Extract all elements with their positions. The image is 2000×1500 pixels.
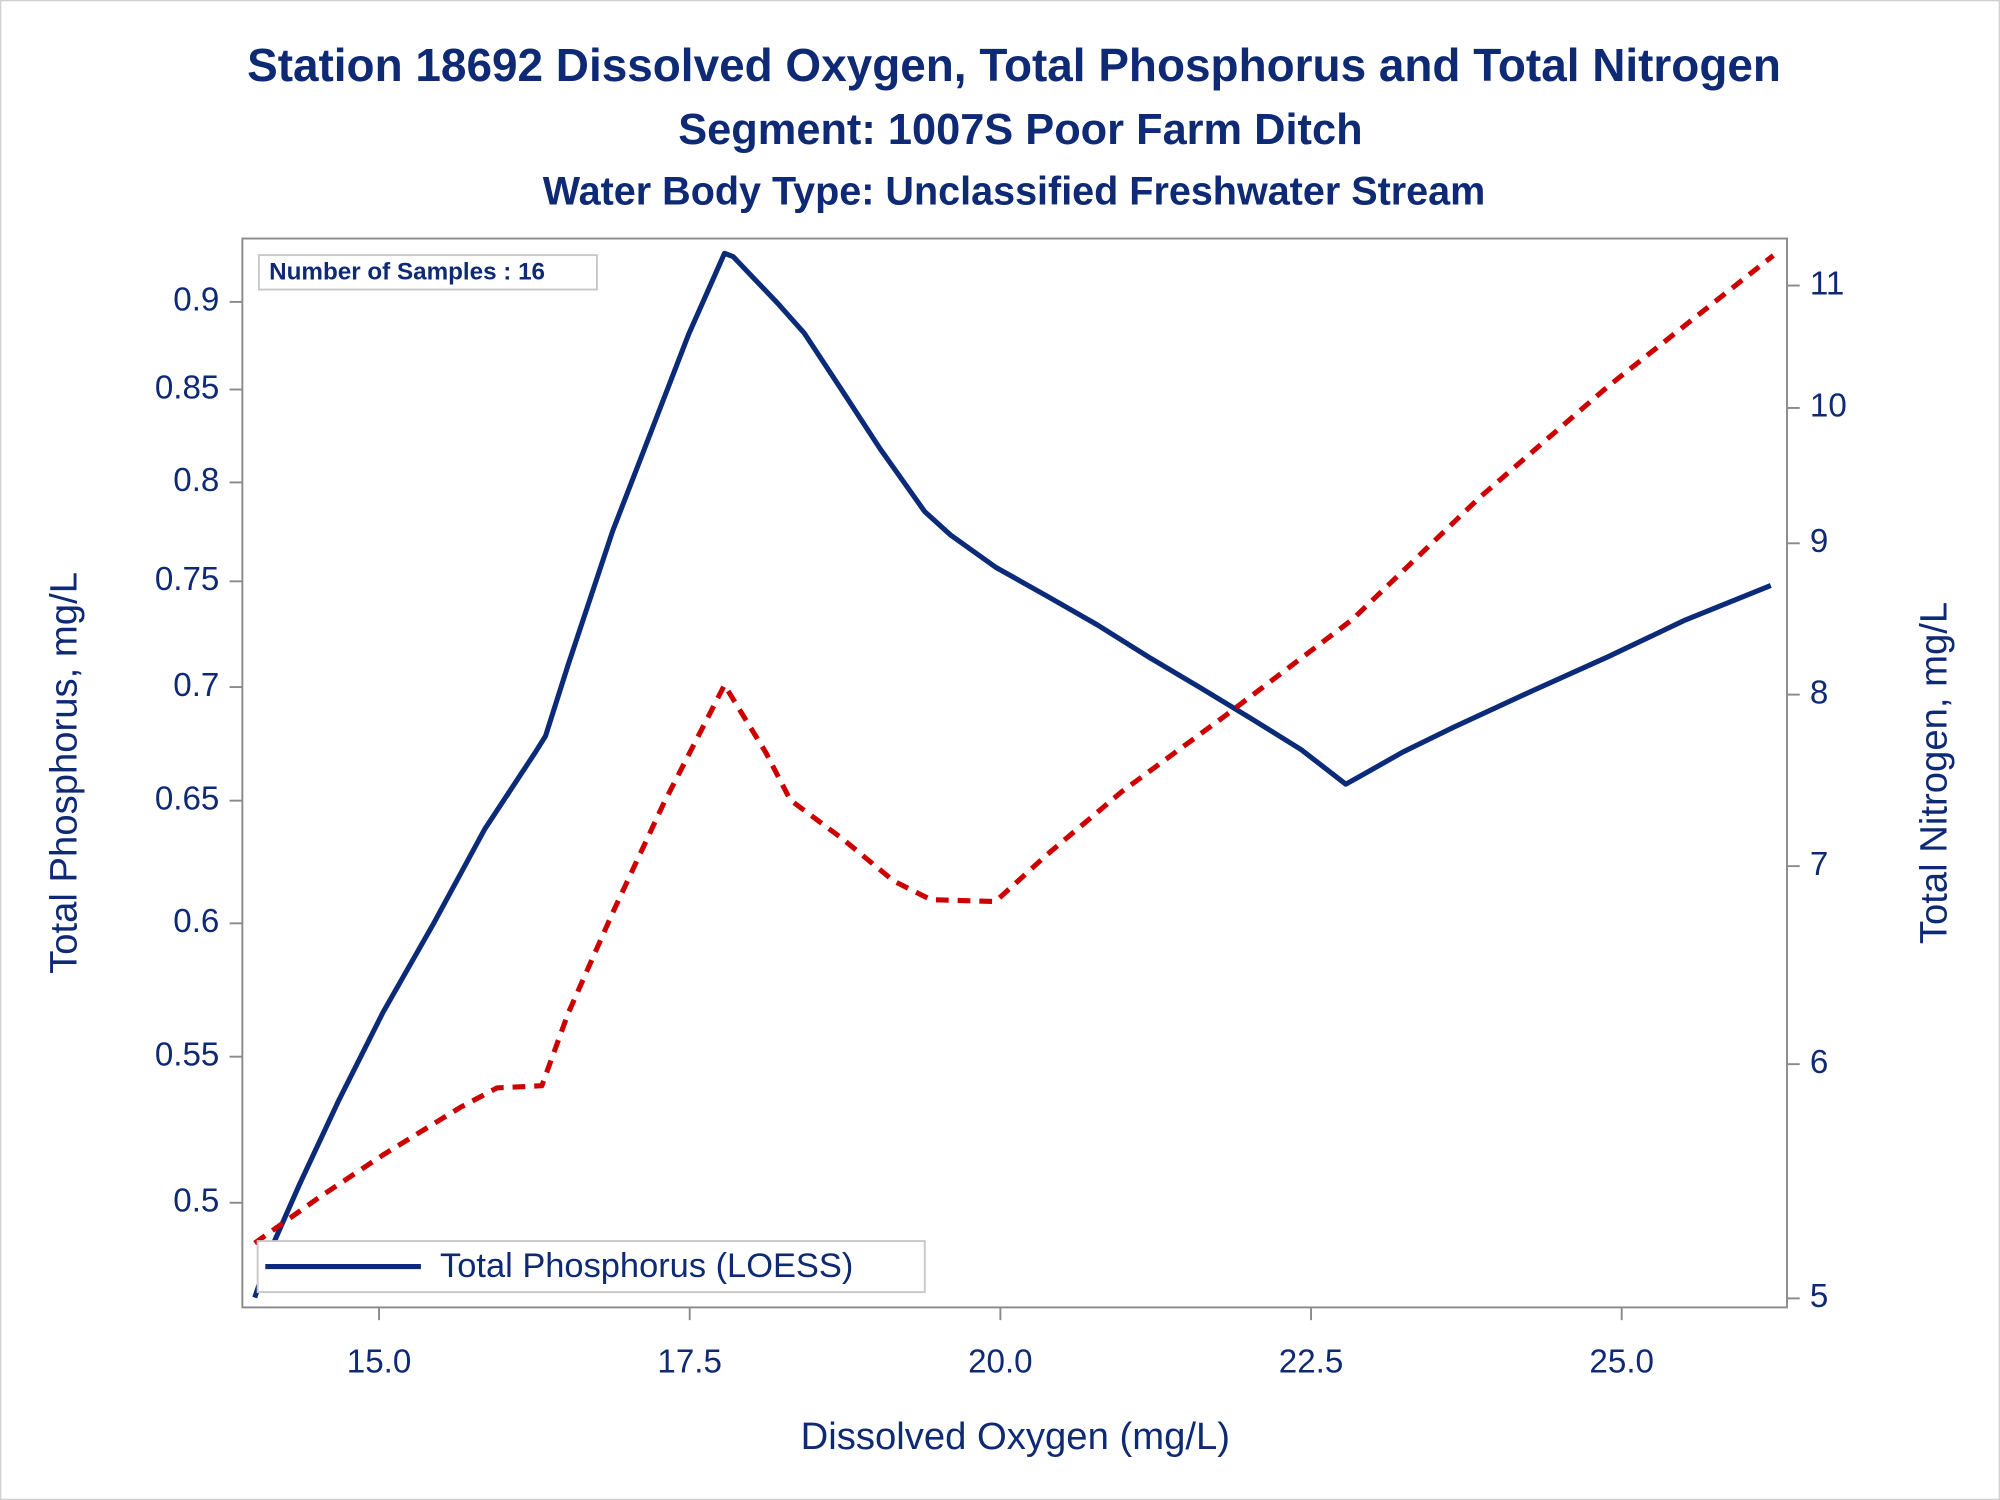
x-tick-label: 20.0 bbox=[968, 1343, 1033, 1380]
chart-title: Station 18692 Dissolved Oxygen, Total Ph… bbox=[247, 39, 1781, 91]
y-tick-label: 0.7 bbox=[173, 667, 219, 704]
y-tick-label: 0.55 bbox=[155, 1036, 220, 1073]
x-tick-label: 15.0 bbox=[347, 1343, 412, 1380]
y2-tick-label: 6 bbox=[1810, 1044, 1828, 1081]
y-tick-label: 0.5 bbox=[173, 1183, 219, 1220]
x-tick-label: 22.5 bbox=[1279, 1343, 1344, 1380]
y2-axis-label: Total Nitrogen, mg/L bbox=[1912, 602, 1955, 944]
y2-tick-label: 5 bbox=[1810, 1278, 1828, 1315]
y-tick-label: 0.85 bbox=[155, 369, 220, 406]
x-tick-label: 17.5 bbox=[657, 1343, 722, 1380]
y-tick-label: 0.75 bbox=[155, 561, 220, 598]
legend-label: Total Phosphorus (LOESS) bbox=[440, 1247, 853, 1285]
y-axis-label: Total Phosphorus, mg/L bbox=[42, 572, 85, 974]
y2-tick-label: 7 bbox=[1810, 846, 1828, 883]
y-tick-label: 0.9 bbox=[173, 282, 219, 319]
y2-tick-label: 11 bbox=[1810, 265, 1844, 302]
y2-tick-label: 8 bbox=[1810, 674, 1828, 711]
annotation: Number of Samples : 16 bbox=[269, 258, 545, 285]
data-line bbox=[252, 250, 1772, 1299]
x-tick-label: 25.0 bbox=[1589, 1343, 1654, 1380]
x-axis-label: Dissolved Oxygen (mg/L) bbox=[801, 1415, 1230, 1458]
y-tick-label: 0.8 bbox=[173, 462, 219, 499]
y-tick-label: 0.65 bbox=[155, 780, 220, 817]
y2-tick-label: 9 bbox=[1810, 523, 1828, 560]
y-tick-label: 0.6 bbox=[173, 903, 219, 940]
chart-subtitle: Segment: 1007S Poor Farm Ditch bbox=[678, 106, 1362, 154]
chart-subtitle: Water Body Type: Unclassified Freshwater… bbox=[543, 169, 1485, 213]
annotation-box bbox=[257, 254, 598, 291]
plot-area bbox=[241, 237, 1788, 1309]
y2-tick-label: 10 bbox=[1810, 388, 1847, 425]
